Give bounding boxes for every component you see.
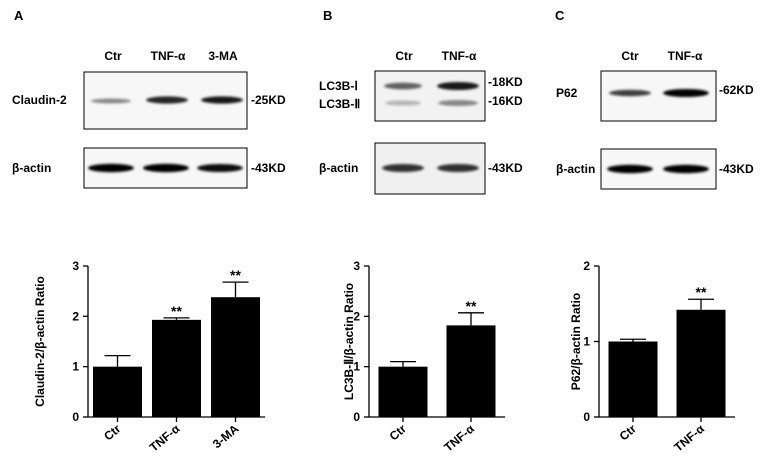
bar xyxy=(608,341,658,417)
panel-b-blots: Ctr TNF-α LC3B-Ⅰ LC3B-Ⅱ -18KD -16KD β-ac… xyxy=(319,49,523,195)
blot-size-claudin2: -25KD xyxy=(251,93,286,107)
bar xyxy=(93,366,142,417)
y-axis-label: P62/β-actin Ratio xyxy=(569,293,583,390)
x-tick-label: Ctr xyxy=(617,421,640,443)
lane-label-3ma: 3-MA xyxy=(208,49,238,63)
bar xyxy=(378,366,428,417)
panel-letter-b: B xyxy=(323,8,332,23)
x-tick-label: 3-MA xyxy=(210,421,242,451)
x-tick-label: Ctr xyxy=(101,421,124,443)
y-tick-label: 0 xyxy=(583,410,590,424)
blot-size-actin-a: -43KD xyxy=(251,161,286,175)
blot-band-actin-c-tnf xyxy=(663,164,709,174)
y-tick-label: 1 xyxy=(583,335,590,349)
blot-size-p62: -62KD xyxy=(719,83,754,97)
y-tick-label: 0 xyxy=(72,410,79,424)
panel-letter-a: A xyxy=(14,8,24,23)
y-tick-label: 3 xyxy=(72,259,79,273)
x-tick-label: TNF-α xyxy=(441,421,477,454)
y-axis-label: LC3B-Ⅱ/β-actin Ratio xyxy=(342,283,356,400)
blot-label-claudin2: Claudin-2 xyxy=(12,93,67,107)
blot-band-actin-c-ctr xyxy=(607,164,653,174)
blot-band-claudin2-tnf xyxy=(146,96,188,104)
x-tick-label: TNF-α xyxy=(147,421,183,454)
lane-label-tnf: TNF-α xyxy=(668,49,703,63)
y-tick-label: 1 xyxy=(72,360,79,374)
blot-label-actin-c: β-actin xyxy=(556,162,595,176)
panel-a-blots: Ctr TNF-α 3-MA Claudin-2 -25KD β-actin -… xyxy=(12,49,286,189)
blot-band-actin-b-ctr xyxy=(382,164,424,172)
blot-label-lc3b2: LC3B-Ⅱ xyxy=(319,97,360,111)
blot-band-p62-tnf xyxy=(663,89,709,97)
blot-band-p62-ctr xyxy=(609,89,651,97)
lane-label-ctr: Ctr xyxy=(621,49,639,63)
x-tick-label: Ctr xyxy=(387,421,410,443)
blot-band-actin-a-3ma xyxy=(197,164,243,172)
blot-frame-lc3b xyxy=(374,70,486,122)
panel-letter-c: C xyxy=(555,8,565,23)
bar-chart-claudin2: 0 1 2 3 Claudin-2/β-actin Ratio Ctr ** TNF-α ** 3… xyxy=(33,259,265,455)
bar xyxy=(211,297,260,417)
panel-c-blots: Ctr TNF-α P62 -62KD β-actin -43KD xyxy=(556,49,754,190)
significance-marker: ** xyxy=(230,267,241,283)
lane-label-ctr: Ctr xyxy=(104,49,122,63)
significance-marker: ** xyxy=(696,284,707,300)
blot-band-claudin2-ctr xyxy=(91,98,131,104)
blot-label-actin-a: β-actin xyxy=(12,161,51,175)
lane-label-tnf: TNF-α xyxy=(151,49,186,63)
significance-marker: ** xyxy=(466,298,477,314)
blot-band-lc3b2-ctr xyxy=(385,100,421,106)
bar xyxy=(152,319,201,417)
bar-chart-lc3b2: 0 1 2 3 LC3B-Ⅱ/β-actin Ratio Ctr ** TNF-α xyxy=(342,259,505,455)
blot-band-actin-a-tnf xyxy=(143,163,189,173)
y-tick-label: 3 xyxy=(353,259,360,273)
y-tick-label: 2 xyxy=(583,259,590,273)
y-tick-label: 2 xyxy=(353,309,360,323)
blot-band-lc3b1-ctr xyxy=(384,82,422,90)
significance-marker: ** xyxy=(171,303,182,319)
blot-band-lc3b1-tnf xyxy=(437,82,479,90)
y-tick-label: 0 xyxy=(353,410,360,424)
blot-size-actin-b: -43KD xyxy=(488,161,523,175)
lane-label-ctr: Ctr xyxy=(395,49,413,63)
bar-chart-p62: 0 1 2 P62/β-actin Ratio Ctr ** TNF-α xyxy=(569,259,735,455)
y-tick-label: 2 xyxy=(72,309,79,323)
y-tick-label: 1 xyxy=(353,360,360,374)
blot-size-lc3b1: -18KD xyxy=(488,75,523,89)
blot-band-actin-b-tnf xyxy=(437,164,479,172)
blot-label-lc3b1: LC3B-Ⅰ xyxy=(319,79,358,93)
x-tick-label: TNF-α xyxy=(671,421,707,454)
bar xyxy=(676,309,726,417)
blot-label-actin-b: β-actin xyxy=(319,161,358,175)
lane-label-tnf: TNF-α xyxy=(442,49,477,63)
blot-band-lc3b2-tnf xyxy=(438,100,478,106)
blot-label-p62: P62 xyxy=(556,86,578,100)
blot-size-lc3b2: -16KD xyxy=(488,94,523,108)
blot-size-actin-c: -43KD xyxy=(719,162,754,176)
blot-band-actin-a-ctr xyxy=(88,163,134,173)
blot-band-claudin2-3ma xyxy=(201,96,243,104)
y-axis-label: Claudin-2/β-actin Ratio xyxy=(33,276,47,407)
bar xyxy=(446,325,496,417)
